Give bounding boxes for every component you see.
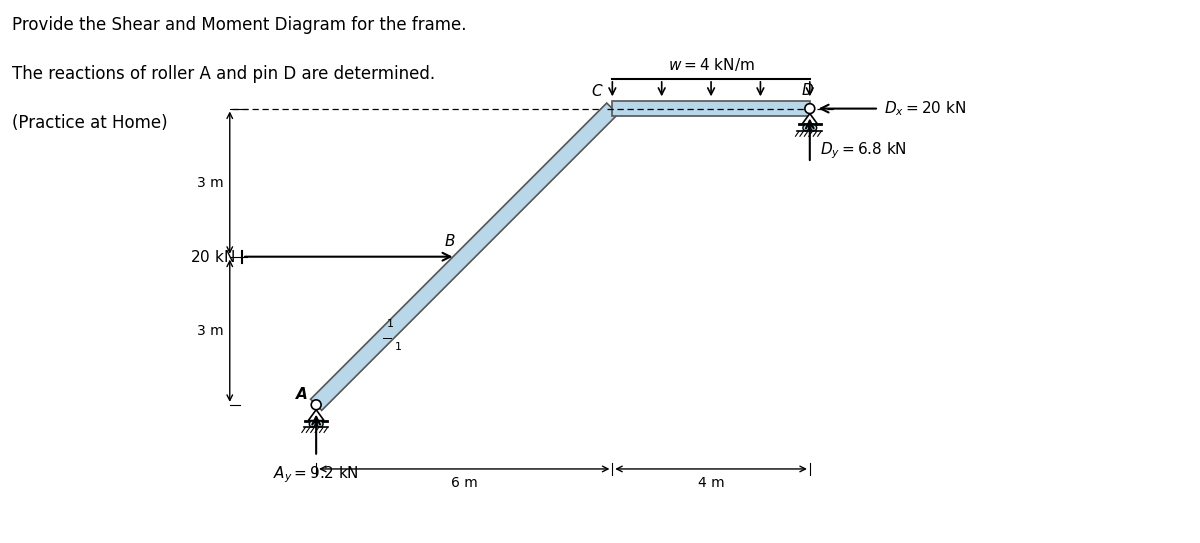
Circle shape: [805, 104, 815, 113]
Text: 4 m: 4 m: [697, 476, 725, 490]
Circle shape: [803, 125, 809, 131]
Circle shape: [811, 125, 817, 131]
Text: 3 m: 3 m: [197, 324, 224, 338]
Text: 1: 1: [395, 342, 402, 352]
Polygon shape: [308, 410, 324, 421]
Text: C: C: [592, 84, 602, 99]
Text: Provide the Shear and Moment Diagram for the frame.: Provide the Shear and Moment Diagram for…: [12, 16, 467, 34]
Text: $w = 4\ \mathrm{kN/m}$: $w = 4\ \mathrm{kN/m}$: [667, 56, 755, 73]
Circle shape: [311, 400, 322, 410]
Text: $20\ \mathrm{kN}$: $20\ \mathrm{kN}$: [190, 249, 235, 264]
Circle shape: [310, 421, 316, 427]
Text: 6 m: 6 m: [451, 476, 478, 490]
Text: $D_x = 20\ \mathrm{kN}$: $D_x = 20\ \mathrm{kN}$: [884, 99, 966, 118]
Text: $D_y = 6.8\ \mathrm{kN}$: $D_y = 6.8\ \mathrm{kN}$: [820, 140, 906, 161]
Text: $A_y = 9.2\ \mathrm{kN}$: $A_y = 9.2\ \mathrm{kN}$: [274, 464, 359, 484]
Text: B: B: [445, 234, 455, 249]
Text: D: D: [802, 83, 814, 98]
Text: 1: 1: [386, 319, 394, 329]
Text: A: A: [295, 387, 307, 402]
Text: (Practice at Home): (Practice at Home): [12, 114, 168, 132]
Polygon shape: [612, 100, 810, 117]
Circle shape: [317, 421, 323, 427]
Text: The reactions of roller A and pin D are determined.: The reactions of roller A and pin D are …: [12, 65, 436, 83]
Polygon shape: [311, 103, 618, 411]
Polygon shape: [802, 113, 817, 124]
Text: 3 m: 3 m: [197, 175, 224, 190]
